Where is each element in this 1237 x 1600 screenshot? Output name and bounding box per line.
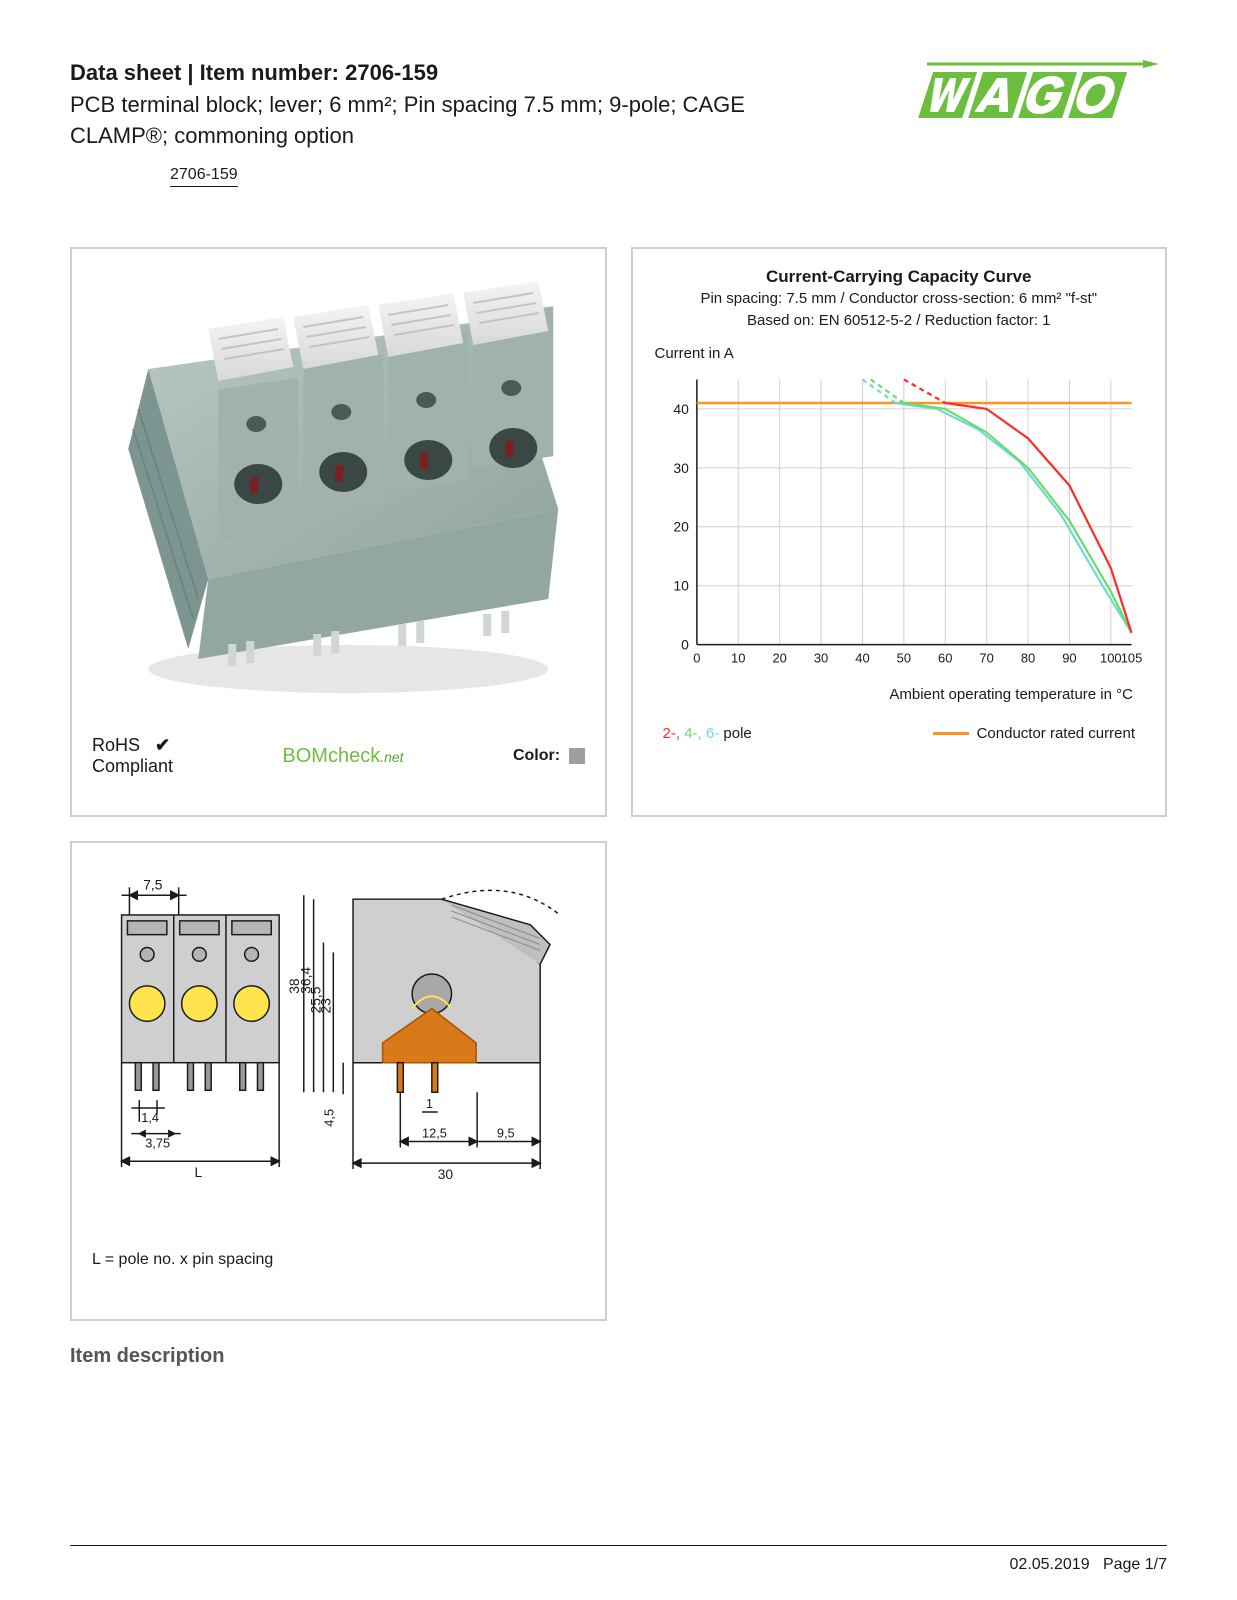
svg-text:50: 50 [896,651,910,666]
svg-text:60: 60 [938,651,952,666]
chart-sub2: Based on: EN 60512-5-2 / Reduction facto… [655,311,1144,331]
legend-line-icon [933,732,969,735]
svg-text:0: 0 [693,651,700,666]
dim-d95: 9,5 [497,1125,515,1140]
svg-text:90: 90 [1062,651,1076,666]
color-label: Color: [513,747,560,764]
legend-rated: Conductor rated current [933,725,1135,742]
dim-pitch: 7,5 [143,877,162,892]
legend-2pole: 2-, [663,725,681,742]
svg-text:105: 105 [1120,651,1142,666]
chart-xlabel: Ambient operating temperature in °C [655,686,1144,703]
bomcheck-logo: BOMcheck.net [282,745,403,768]
svg-text:0: 0 [681,637,689,653]
product-footer: RoHS ✔ Compliant BOMcheck.net Color: [72,719,605,802]
legend-4pole: 4-, [684,725,702,742]
dim-pinpitch: 3,75 [145,1135,170,1150]
svg-text:40: 40 [673,401,689,417]
dimensions-drawing: 7,5 [92,863,585,1223]
svg-text:10: 10 [673,578,689,594]
subtitle: PCB terminal block; lever; 6 mm²; Pin sp… [70,90,770,152]
item-description-heading: Item description [70,1345,1167,1368]
legend-pole-word: pole [723,725,751,742]
legend-6pole: 6- [706,725,719,742]
bomcheck-text: BOMcheck [282,745,380,767]
color-indicator: Color: [513,747,585,765]
rohs-text2: Compliant [92,756,173,776]
bomcheck-suffix: .net [380,749,403,765]
chart-ylabel: Current in A [655,345,1144,362]
legend-poles: 2-, 4-, 6- pole [663,725,752,742]
header-text: Data sheet | Item number: 2706-159 PCB t… [70,60,907,187]
svg-text:20: 20 [772,651,786,666]
dim-d125: 12,5 [422,1125,447,1140]
svg-text:30: 30 [813,651,827,666]
dim-pinw: 1,4 [141,1109,159,1124]
dim-d30: 30 [438,1167,454,1182]
wago-logo [907,60,1167,130]
product-panel: RoHS ✔ Compliant BOMcheck.net Color: [70,247,607,817]
dim-d1: 1 [426,1096,433,1111]
footer: 02.05.2019 Page 1/7 [1010,1556,1167,1574]
chart-plot: 0 10 20 30 40 0 10 20 30 40 50 60 70 80 90 100105 [655,368,1144,678]
svg-text:10: 10 [731,651,745,666]
svg-text:40: 40 [855,651,869,666]
header: Data sheet | Item number: 2706-159 PCB t… [70,60,1167,187]
product-illustration [72,249,605,719]
rohs-text1: RoHS [92,735,140,755]
chart-title: Current-Carrying Capacity Curve [655,267,1144,287]
rohs-badge: RoHS ✔ Compliant [92,735,173,778]
svg-text:80: 80 [1020,651,1034,666]
page-title: Data sheet | Item number: 2706-159 [70,60,907,86]
check-icon: ✔ [155,735,170,755]
title-item-number: 2706-159 [345,60,438,85]
dims-note: L = pole no. x pin spacing [92,1251,585,1269]
chart-sub1: Pin spacing: 7.5 mm / Conductor cross-se… [655,289,1144,309]
dim-h23: 23 [318,997,333,1013]
chart-legend: 2-, 4-, 6- pole Conductor rated current [655,725,1144,742]
footer-date: 02.05.2019 [1010,1556,1090,1573]
footer-divider [70,1545,1167,1546]
title-prefix: Data sheet | Item number: [70,60,345,85]
svg-text:100: 100 [1100,651,1122,666]
panels-grid: RoHS ✔ Compliant BOMcheck.net Color: Cur… [70,247,1167,1321]
chart-panel: Current-Carrying Capacity Curve Pin spac… [631,247,1168,817]
svg-text:20: 20 [673,519,689,535]
dimensions-panel: 7,5 [70,841,607,1321]
item-number-chip: 2706-159 [170,166,238,187]
legend-rated-text: Conductor rated current [977,725,1135,742]
color-swatch [569,748,585,764]
dim-L: L [194,1165,202,1180]
svg-text:70: 70 [979,651,993,666]
svg-text:30: 30 [673,460,689,476]
footer-page: Page 1/7 [1103,1556,1167,1573]
dim-h45: 4,5 [321,1109,336,1127]
